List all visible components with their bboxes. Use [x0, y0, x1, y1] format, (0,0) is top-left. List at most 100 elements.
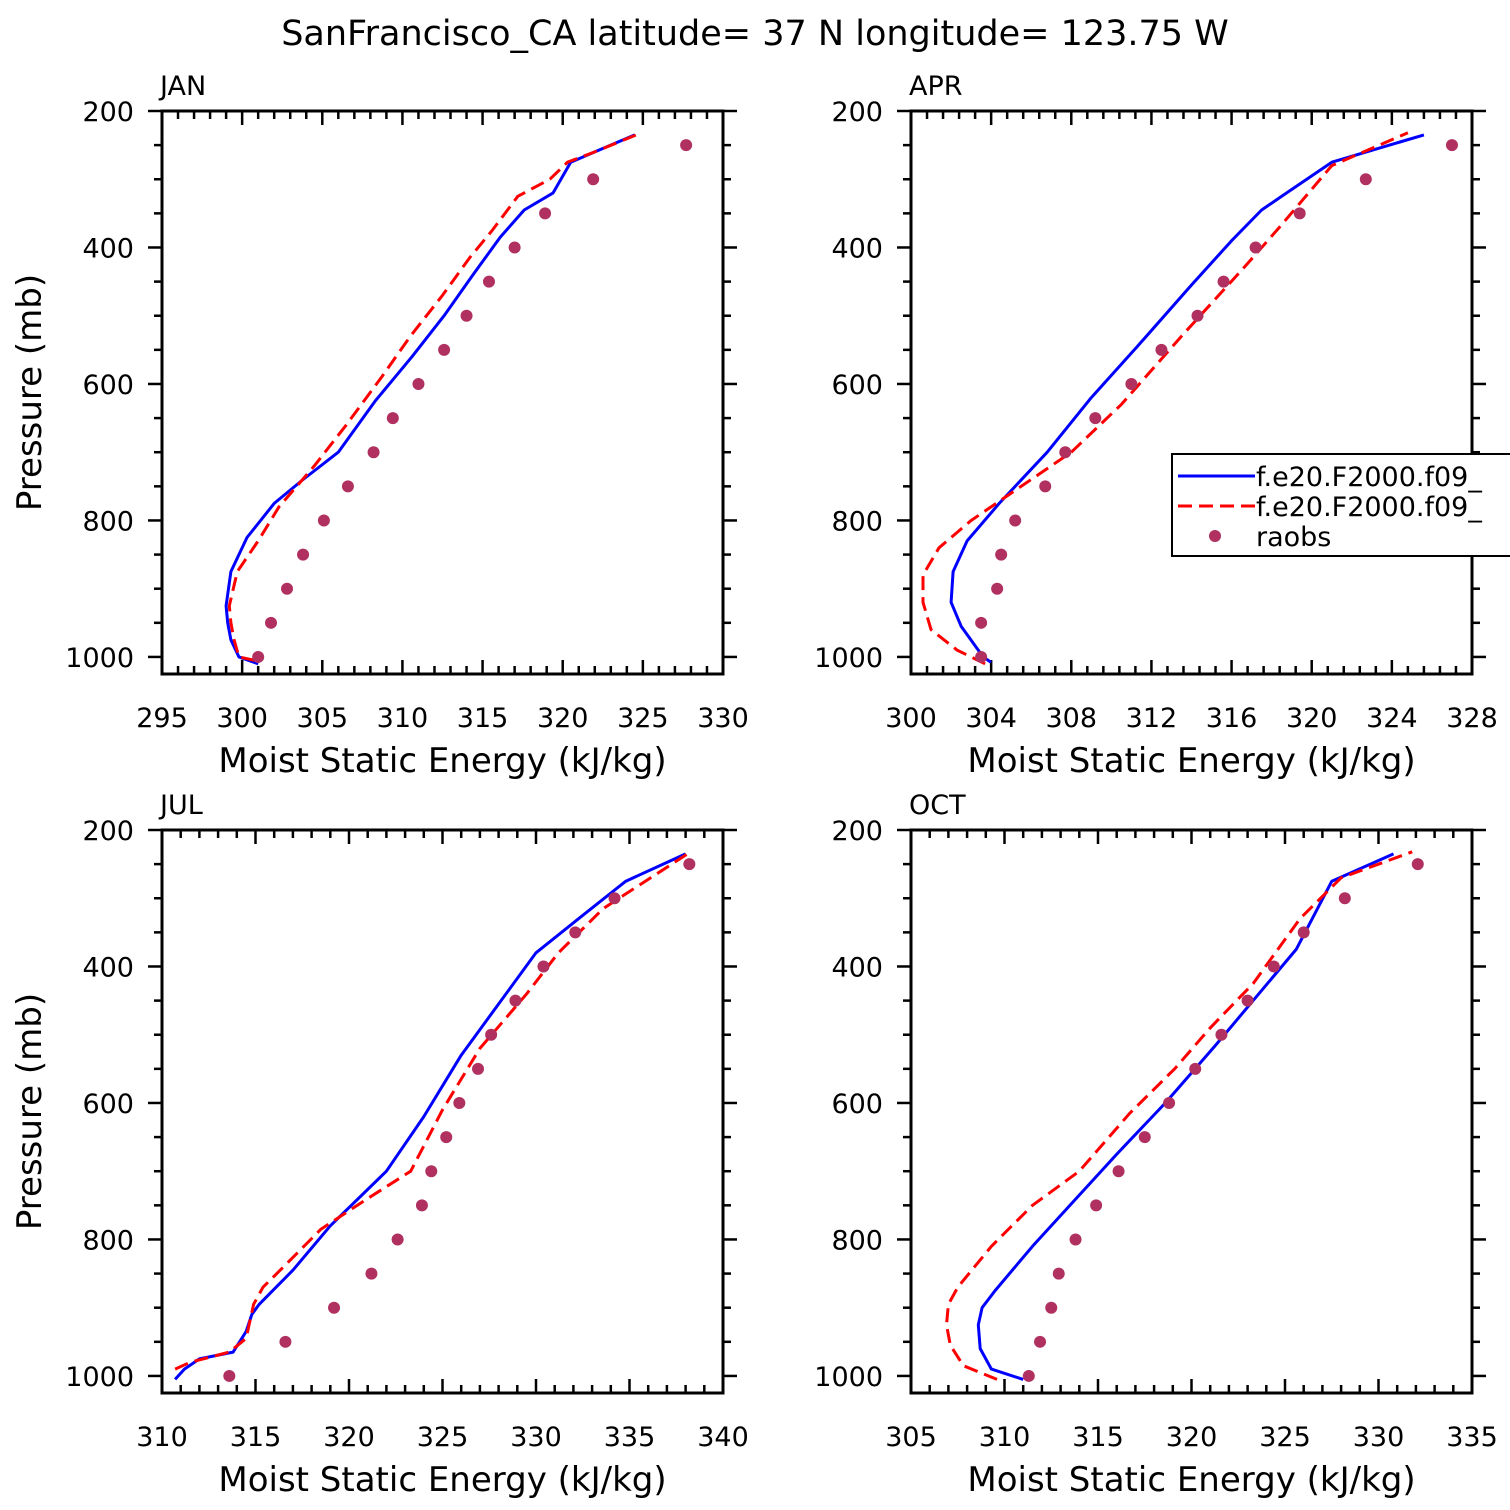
x-tick-label: 335: [604, 1422, 656, 1453]
legend-label: f.e20.F2000.f09_: [1256, 462, 1482, 493]
x-tick-label: 320: [537, 703, 589, 734]
raobs-point: [1267, 960, 1280, 973]
y-tick-label: 800: [82, 506, 134, 537]
raobs-point: [391, 1233, 404, 1246]
y-axis-label: Pressure (mb): [10, 274, 50, 511]
y-tick-label: 600: [831, 1089, 883, 1120]
raobs-point: [537, 960, 550, 973]
y-tick-label: 400: [82, 952, 134, 983]
raobs-point: [460, 309, 473, 322]
x-tick-label: 316: [1206, 703, 1258, 734]
raobs-point: [264, 616, 277, 629]
raobs-point: [485, 1028, 498, 1041]
raobs-point: [341, 480, 354, 493]
raobs-point: [509, 994, 522, 1007]
model-line-dashed: [945, 850, 1413, 1381]
y-tick-label: 1000: [65, 643, 134, 674]
raobs-point: [1293, 207, 1306, 220]
x-tick-label: 310: [136, 1422, 188, 1453]
panel-label: APR: [909, 71, 963, 102]
y-tick-label: 200: [82, 97, 134, 128]
legend: f.e20.F2000.f09_f.e20.F2000.f09_raobs: [1171, 453, 1510, 557]
x-axis-label: Moist Static Energy (kJ/kg): [967, 741, 1415, 781]
raobs-point: [1034, 1335, 1047, 1348]
x-tick-label: 325: [1259, 1422, 1311, 1453]
panels: 295 300 305 310 315 320 325 330 200 400 600 800 1000…: [10, 71, 1498, 1500]
raobs-point: [1045, 1301, 1058, 1314]
x-tick-label: 300: [216, 703, 268, 734]
x-tick-label: 320: [323, 1422, 375, 1453]
raobs-point: [472, 1062, 485, 1075]
raobs-point: [1089, 412, 1102, 425]
raobs-point: [1241, 994, 1254, 1007]
raobs-point: [279, 1335, 292, 1348]
raobs-point: [539, 207, 552, 220]
raobs-point: [1189, 1062, 1202, 1075]
panel-label: JAN: [158, 71, 206, 102]
raobs-point: [297, 548, 310, 561]
raobs-point: [587, 173, 600, 186]
x-tick-label: 305: [297, 703, 349, 734]
raobs-point: [252, 650, 265, 663]
raobs-point: [1155, 343, 1168, 356]
model-line-solid: [976, 852, 1395, 1381]
raobs-point: [1052, 1267, 1065, 1280]
x-tick-label: 340: [697, 1422, 749, 1453]
x-tick-label: 305: [885, 1422, 937, 1453]
raobs-point: [415, 1199, 428, 1212]
plot-frame: [909, 828, 1474, 1395]
panel-jan: 295 300 305 310 315 320 325 330 200 400 600 800 1000…: [10, 71, 749, 781]
x-axis-label: Moist Static Energy (kJ/kg): [218, 741, 666, 781]
x-axis-label: Moist Static Energy (kJ/kg): [967, 1460, 1415, 1500]
raobs-point: [991, 582, 1004, 595]
x-tick-label: 308: [1046, 703, 1098, 734]
y-tick-label: 200: [831, 816, 883, 847]
legend-label: f.e20.F2000.f09_: [1256, 492, 1482, 523]
x-tick-label: 324: [1366, 703, 1418, 734]
model-line-solid: [224, 133, 636, 666]
raobs-point: [683, 858, 696, 871]
y-tick-label: 400: [831, 952, 883, 983]
raobs-point: [1215, 1028, 1228, 1041]
y-tick-label: 200: [831, 97, 883, 128]
panel-label: OCT: [909, 790, 966, 821]
raobs-point: [1090, 1199, 1103, 1212]
raobs-point: [1009, 514, 1022, 527]
raobs-point: [608, 892, 621, 905]
y-tick-label: 1000: [814, 643, 883, 674]
y-tick-label: 1000: [65, 1362, 134, 1393]
x-tick-label: 304: [965, 703, 1017, 734]
x-axis-label: Moist Static Energy (kJ/kg): [218, 1460, 666, 1500]
y-tick-label: 600: [831, 370, 883, 401]
legend-label: raobs: [1256, 522, 1331, 553]
raobs-point: [1297, 926, 1310, 939]
raobs-point: [317, 514, 330, 527]
x-tick-label: 310: [979, 1422, 1031, 1453]
legend-raobs-marker: [1209, 530, 1221, 542]
plot-frame: [160, 109, 725, 676]
raobs-point: [1445, 139, 1458, 152]
panel-label: JUL: [158, 790, 203, 821]
x-tick-label: 328: [1446, 703, 1498, 734]
x-tick-label: 312: [1126, 703, 1178, 734]
raobs-point: [569, 926, 582, 939]
x-tick-label: 320: [1166, 1422, 1218, 1453]
raobs-point: [1125, 377, 1138, 390]
x-tick-label: 310: [377, 703, 429, 734]
panel-jul: 310 315 320 325 330 335 340 200 400 600 800 1000 JUL…: [10, 790, 749, 1500]
y-axis-label: Pressure (mb): [10, 993, 50, 1230]
y-tick-label: 400: [82, 233, 134, 264]
raobs-point: [975, 616, 988, 629]
y-tick-label: 1000: [814, 1362, 883, 1393]
y-tick-label: 800: [831, 506, 883, 537]
y-tick-label: 800: [831, 1225, 883, 1256]
panel-oct: 305 310 315 320 325 330 335 200 400 600 800 1000 OCT…: [814, 790, 1497, 1500]
raobs-point: [1112, 1165, 1125, 1178]
raobs-point: [1138, 1131, 1151, 1144]
model-line-solid: [949, 133, 1425, 664]
raobs-point: [412, 377, 425, 390]
x-tick-label: 300: [885, 703, 937, 734]
model-line-dashed: [174, 852, 689, 1371]
raobs-point: [425, 1165, 438, 1178]
x-tick-label: 330: [1353, 1422, 1405, 1453]
